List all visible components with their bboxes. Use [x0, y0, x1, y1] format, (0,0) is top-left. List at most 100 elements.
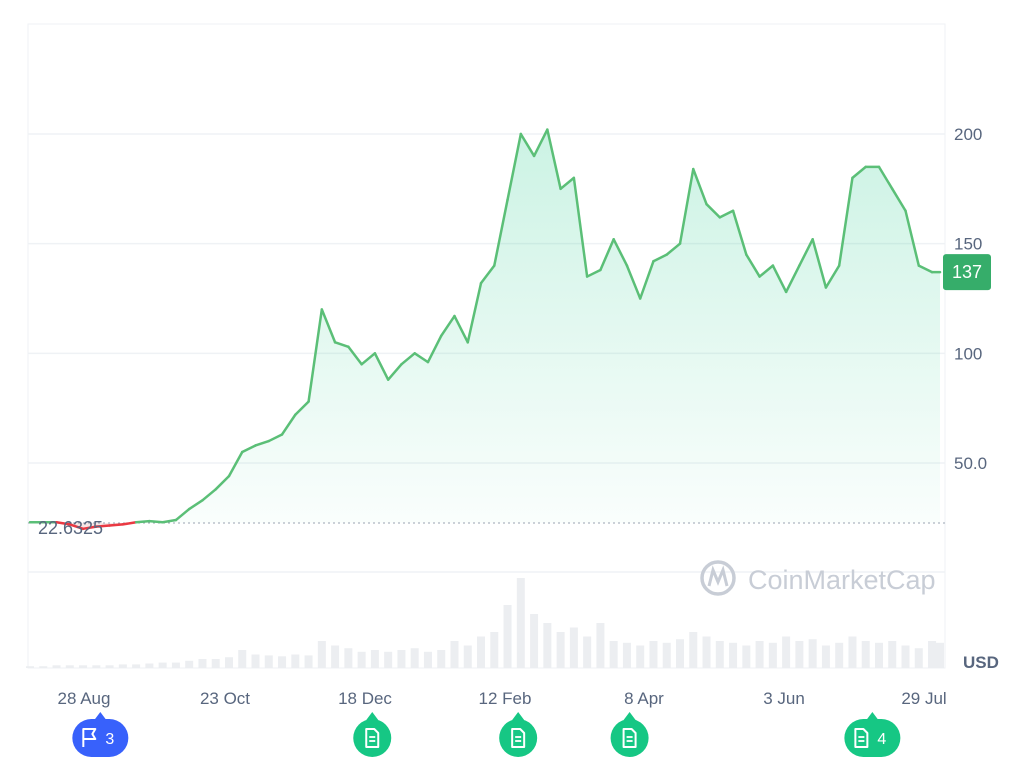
volume-bar	[689, 632, 698, 668]
price-point[interactable]	[452, 314, 456, 318]
y-tick-label: 150	[954, 235, 982, 254]
price-point[interactable]	[320, 307, 324, 311]
price-point[interactable]	[744, 253, 748, 257]
price-point[interactable]	[904, 209, 908, 213]
price-point[interactable]	[280, 432, 284, 436]
price-point[interactable]	[572, 176, 576, 180]
document-icon	[854, 728, 869, 748]
price-point[interactable]	[254, 443, 258, 447]
marker-pointer	[623, 712, 636, 720]
price-point[interactable]	[506, 198, 510, 202]
marker-pointer	[366, 712, 379, 720]
price-point[interactable]	[824, 286, 828, 290]
price-point[interactable]	[612, 237, 616, 241]
price-point[interactable]	[917, 264, 921, 268]
price-point[interactable]	[240, 450, 244, 454]
price-point[interactable]	[187, 507, 191, 511]
document-event-marker[interactable]: 4	[844, 712, 901, 757]
marker-pointer	[512, 712, 525, 720]
price-point[interactable]	[938, 270, 942, 274]
price-point[interactable]	[479, 281, 483, 285]
price-line-segment	[532, 128, 549, 158]
price-point[interactable]	[413, 351, 417, 355]
price-point[interactable]	[386, 378, 390, 382]
price-point[interactable]	[598, 268, 602, 272]
price-point[interactable]	[705, 202, 709, 206]
price-point[interactable]	[227, 474, 231, 478]
price-point[interactable]	[293, 413, 297, 417]
price-point[interactable]	[214, 487, 218, 491]
price-line-segment	[214, 474, 231, 491]
price-line-segment	[360, 352, 377, 366]
document-event-marker[interactable]	[610, 712, 649, 757]
price-point[interactable]	[545, 128, 549, 132]
price-point[interactable]	[877, 165, 881, 169]
price-point[interactable]	[134, 520, 138, 524]
price-point[interactable]	[161, 520, 165, 524]
price-point[interactable]	[665, 253, 669, 257]
price-point[interactable]	[121, 522, 125, 526]
price-point[interactable]	[651, 259, 655, 263]
price-point[interactable]	[731, 209, 735, 213]
volume-bar	[185, 660, 194, 668]
price-point[interactable]	[360, 362, 364, 366]
price-point[interactable]	[426, 360, 430, 364]
price-point[interactable]	[307, 400, 311, 404]
price-point[interactable]	[585, 275, 589, 279]
price-point[interactable]	[691, 167, 695, 171]
price-point[interactable]	[837, 264, 841, 268]
flag-event-marker[interactable]: 3	[72, 712, 129, 757]
volume-bar	[158, 662, 167, 668]
x-tick-label: 18 Dec	[338, 689, 392, 708]
price-point[interactable]	[559, 187, 563, 191]
price-point[interactable]	[492, 264, 496, 268]
price-point[interactable]	[200, 498, 204, 502]
price-point[interactable]	[174, 518, 178, 522]
price-point[interactable]	[930, 270, 934, 274]
price-line-segment	[745, 253, 761, 278]
volume-bar	[755, 641, 764, 668]
price-point[interactable]	[718, 215, 722, 219]
volume-bar	[317, 641, 326, 668]
price-point[interactable]	[399, 362, 403, 366]
price-point[interactable]	[466, 340, 470, 344]
price-point[interactable]	[373, 351, 377, 355]
price-line[interactable]	[28, 128, 942, 531]
price-point[interactable]	[519, 132, 523, 136]
document-event-marker[interactable]	[499, 712, 538, 757]
price-point[interactable]	[147, 519, 151, 523]
price-point[interactable]	[890, 187, 894, 191]
price-point[interactable]	[797, 264, 801, 268]
price-line-segment	[479, 264, 496, 285]
volume-bar	[583, 636, 592, 668]
price-point[interactable]	[28, 520, 32, 524]
volume-bar	[742, 645, 751, 668]
price-point[interactable]	[625, 264, 629, 268]
price-point[interactable]	[108, 524, 112, 528]
price-point[interactable]	[638, 297, 642, 301]
price-point[interactable]	[346, 345, 350, 349]
x-tick-label: 23 Oct	[200, 689, 250, 708]
price-point[interactable]	[439, 334, 443, 338]
price-point[interactable]	[811, 237, 815, 241]
price-line-segment	[187, 499, 204, 511]
volume-bar	[715, 641, 724, 668]
price-point[interactable]	[333, 340, 337, 344]
price-line-segment	[758, 264, 775, 278]
price-point[interactable]	[864, 165, 868, 169]
price-point[interactable]	[267, 439, 271, 443]
price-point[interactable]	[771, 264, 775, 268]
price-point[interactable]	[678, 242, 682, 246]
price-point[interactable]	[532, 154, 536, 158]
volume-bar	[662, 642, 671, 668]
price-line-segment	[625, 264, 642, 300]
price-line-segment	[466, 281, 483, 344]
price-point[interactable]	[850, 176, 854, 180]
price-point[interactable]	[784, 290, 788, 294]
y-tick-label: 50.0	[954, 454, 987, 473]
volume-bar	[676, 639, 684, 668]
document-event-marker[interactable]	[353, 712, 392, 757]
price-point[interactable]	[758, 275, 762, 279]
